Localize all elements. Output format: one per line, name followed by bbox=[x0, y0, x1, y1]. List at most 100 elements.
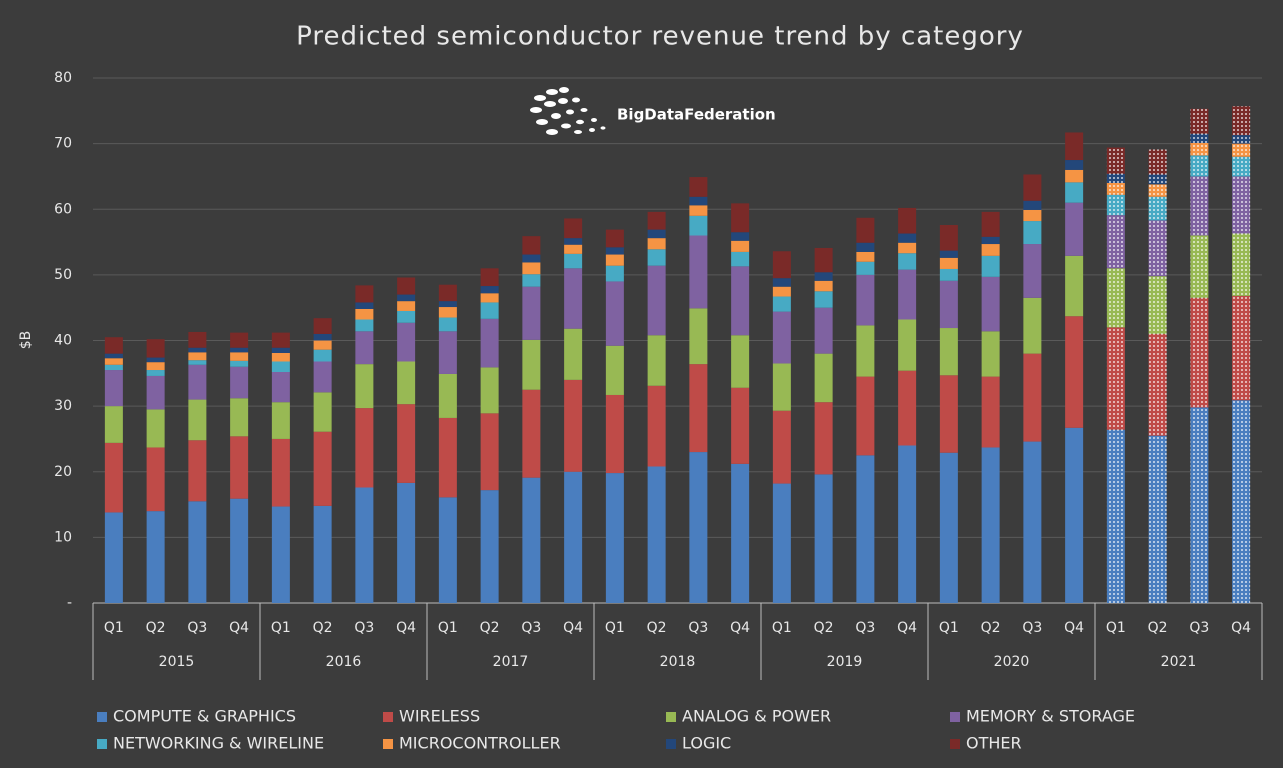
x-tick-label: Q3 bbox=[187, 620, 207, 636]
bar-segment bbox=[731, 203, 750, 233]
bar-segment bbox=[647, 335, 666, 386]
bar-segment bbox=[1190, 133, 1209, 143]
bar-segment bbox=[856, 325, 875, 377]
bar-segment bbox=[981, 236, 1000, 245]
bar-segment bbox=[146, 375, 165, 410]
x-tick-label: Q2 bbox=[146, 620, 166, 636]
bar-segment bbox=[772, 286, 791, 297]
bar-segment bbox=[1065, 427, 1084, 603]
legend-label: WIRELESS bbox=[399, 707, 480, 726]
bar-segment bbox=[981, 447, 1000, 603]
x-tick-label: Q4 bbox=[1064, 620, 1084, 636]
bar-segment bbox=[1106, 173, 1125, 183]
bar-segment bbox=[480, 268, 499, 287]
bar-segment bbox=[731, 266, 750, 336]
bar-segment bbox=[1190, 142, 1209, 156]
bar-segment bbox=[271, 361, 290, 372]
bar-segment bbox=[1106, 147, 1125, 174]
bar-segment bbox=[814, 280, 833, 292]
bar-segment bbox=[1023, 441, 1042, 603]
bar-segment bbox=[1148, 174, 1167, 185]
bar-segment bbox=[898, 445, 917, 603]
bar-segment bbox=[605, 247, 624, 255]
bar-segment bbox=[814, 402, 833, 475]
bar-segment bbox=[1023, 244, 1042, 298]
bar-segment bbox=[1148, 435, 1167, 603]
bar-segment bbox=[480, 293, 499, 303]
bar-segment bbox=[1190, 297, 1209, 408]
bar-segment bbox=[1232, 176, 1251, 234]
bar-segment bbox=[689, 205, 708, 216]
legend-swatch bbox=[97, 739, 107, 749]
bar-segment bbox=[1148, 149, 1167, 175]
bar-segment bbox=[397, 361, 416, 405]
watermark: BigDataFederation bbox=[617, 106, 776, 124]
bar-segment bbox=[1023, 174, 1042, 201]
bar-segment bbox=[188, 360, 207, 365]
bar-segment bbox=[230, 366, 249, 399]
y-tick-label: 50 bbox=[54, 267, 72, 283]
bar-segment bbox=[939, 257, 958, 269]
bar-segment bbox=[1065, 169, 1084, 183]
bar-segment bbox=[146, 511, 165, 603]
bar-segment bbox=[313, 333, 332, 341]
bar-segment bbox=[271, 352, 290, 362]
bar-segment bbox=[647, 211, 666, 230]
bar-segment bbox=[397, 277, 416, 295]
bar-segment bbox=[104, 364, 123, 371]
bar-segment bbox=[981, 211, 1000, 237]
bar-segment bbox=[271, 438, 290, 507]
bar-segment bbox=[981, 244, 1000, 256]
x-tick-label: Q2 bbox=[313, 620, 333, 636]
bar-segment bbox=[1232, 295, 1251, 401]
x-tick-label: Q2 bbox=[814, 620, 834, 636]
bar-segment bbox=[313, 431, 332, 506]
bar-segment bbox=[146, 370, 165, 376]
bar-segment bbox=[397, 310, 416, 323]
chart-title: Predicted semiconductor revenue trend by… bbox=[296, 22, 1024, 52]
bar-segment bbox=[438, 417, 457, 498]
x-tick-label: Q2 bbox=[647, 620, 667, 636]
y-axis-label: $B bbox=[18, 331, 34, 350]
x-tick-label: Q1 bbox=[772, 620, 792, 636]
bar-segment bbox=[856, 455, 875, 603]
bar-segment bbox=[1148, 196, 1167, 221]
bar-segment bbox=[1065, 316, 1084, 428]
y-tick-label: 80 bbox=[54, 70, 72, 86]
x-tick-label: Q1 bbox=[605, 620, 625, 636]
bar-segment bbox=[689, 177, 708, 197]
bar-segment bbox=[564, 244, 583, 254]
bar-segment bbox=[188, 501, 207, 603]
bar-segment bbox=[939, 250, 958, 258]
x-tick-label: Q4 bbox=[563, 620, 583, 636]
bar-segment bbox=[1232, 400, 1251, 603]
bar-segment bbox=[898, 233, 917, 243]
bar-segment bbox=[188, 352, 207, 361]
bar-segment bbox=[230, 398, 249, 437]
bar-segment bbox=[1065, 255, 1084, 317]
bar-segment bbox=[313, 318, 332, 334]
bar-segment bbox=[188, 399, 207, 441]
bar-segment bbox=[1232, 106, 1251, 136]
bar-segment bbox=[1190, 108, 1209, 134]
bar-segment bbox=[355, 408, 374, 488]
bar-segment bbox=[188, 347, 207, 353]
bar-segment bbox=[438, 373, 457, 418]
bar-segment bbox=[605, 473, 624, 603]
bar-segment bbox=[313, 392, 332, 432]
bar-segment bbox=[898, 207, 917, 234]
group-label: 2020 bbox=[994, 654, 1030, 670]
bar-segment bbox=[522, 236, 541, 255]
bar-segment bbox=[1106, 268, 1125, 328]
bar-segment bbox=[564, 218, 583, 239]
legend-swatch bbox=[950, 712, 960, 722]
bar-segment bbox=[480, 286, 499, 294]
y-tick-label: 10 bbox=[54, 529, 72, 545]
bar-segment bbox=[605, 345, 624, 395]
bar-segment bbox=[1023, 221, 1042, 245]
bar-segment bbox=[230, 347, 249, 353]
bar-segment bbox=[271, 347, 290, 353]
bar-segment bbox=[271, 402, 290, 439]
bar-segment bbox=[1106, 215, 1125, 269]
